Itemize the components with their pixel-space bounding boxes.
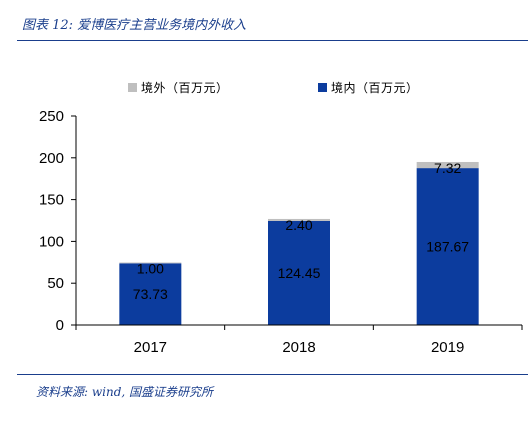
data-label-domestic: 73.73 — [133, 286, 168, 302]
bar-overseas-2018 — [268, 218, 330, 221]
axes-group: 2017 2018 2019 0 50 100 150 200 250 — [39, 108, 523, 356]
figure-title: 图表 12: 爱博医疗主营业务境内外收入 — [22, 18, 247, 33]
x-tick-label: 2019 — [431, 339, 464, 356]
y-tick-label: 250 — [39, 108, 64, 125]
bars-group — [119, 161, 479, 325]
data-label-domestic: 124.45 — [278, 265, 321, 281]
legend-item-domestic: 境内（百万元） — [318, 79, 419, 96]
data-label-overseas: 2.40 — [285, 217, 312, 233]
title-divider — [17, 40, 528, 41]
y-tick-label: 150 — [39, 192, 64, 209]
data-label-domestic: 187.67 — [426, 239, 469, 255]
y-tick-label: 100 — [39, 233, 64, 250]
bar-overseas-2017 — [119, 262, 182, 264]
y-tick-label: 0 — [56, 317, 64, 334]
source-note: 资料来源: wind, 国盛证券研究所 — [36, 385, 214, 399]
source-divider — [17, 374, 528, 375]
legend-swatch-overseas — [128, 83, 137, 92]
y-tick-label: 200 — [39, 150, 64, 167]
data-label-overseas: 1.00 — [137, 261, 164, 277]
legend-label-domestic: 境内（百万元） — [331, 81, 419, 95]
bar-domestic-2019 — [416, 168, 479, 325]
legend-swatch-domestic — [318, 83, 327, 92]
data-label-overseas: 7.32 — [434, 160, 461, 176]
bar-overseas-2019 — [416, 161, 479, 169]
legend-item-overseas: 境外（百万元） — [128, 79, 229, 96]
bar-domestic-2018 — [268, 220, 330, 325]
data-labels-group: 73.73 1.00 124.45 2.40 187.67 7.32 — [133, 160, 469, 302]
y-tick-label: 50 — [47, 275, 64, 292]
bar-domestic-2017 — [119, 263, 182, 325]
x-tick-label: 2017 — [134, 339, 167, 356]
legend-label-overseas: 境外（百万元） — [141, 81, 229, 95]
x-tick-label: 2018 — [282, 339, 315, 356]
